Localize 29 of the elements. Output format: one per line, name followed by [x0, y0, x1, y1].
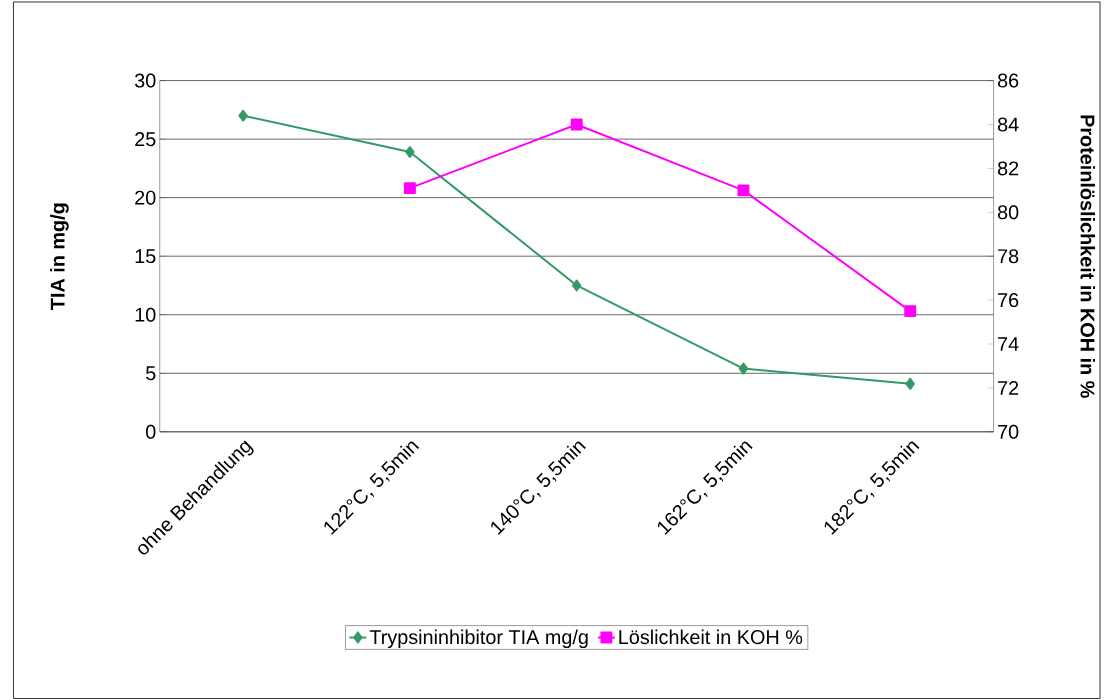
y2-tick-label: 76 — [998, 292, 1019, 307]
point — [405, 145, 415, 158]
legend-label: Löslichkeit in KOH % — [619, 629, 803, 644]
point — [905, 377, 915, 390]
y2-axis-title: Proteinlöslichkeit in KOH in % — [1080, 115, 1096, 398]
point — [238, 109, 248, 122]
y2-tick-label: 86 — [997, 73, 1019, 88]
point — [738, 362, 749, 375]
y-tick-label: 5 — [146, 366, 156, 380]
y-axis-title: TIA in mg/g — [50, 203, 69, 310]
y2-tick-label: 74 — [998, 336, 1019, 351]
legend-label: Trypsininhibitor TIA mg/g — [369, 629, 588, 648]
y-tick-label: 20 — [135, 190, 156, 205]
y-tick-label: 0 — [146, 424, 156, 439]
y-tick-label: 15 — [135, 249, 156, 263]
point — [737, 184, 750, 197]
point — [570, 118, 583, 131]
y2-tick-label: 78 — [998, 248, 1019, 263]
y2-tick-label: 72 — [998, 380, 1019, 395]
point — [904, 304, 917, 317]
y2-tick-label: 80 — [997, 205, 1019, 220]
y-tick-label: 10 — [135, 307, 156, 322]
y-tick-label: 30 — [134, 73, 156, 88]
y2-tick-label: 82 — [997, 161, 1019, 176]
point — [403, 181, 416, 194]
y2-tick-label: 84 — [997, 117, 1019, 132]
y2-tick-label: 70 — [998, 424, 1019, 439]
y-tick-label: 25 — [135, 131, 156, 146]
point — [571, 279, 582, 292]
